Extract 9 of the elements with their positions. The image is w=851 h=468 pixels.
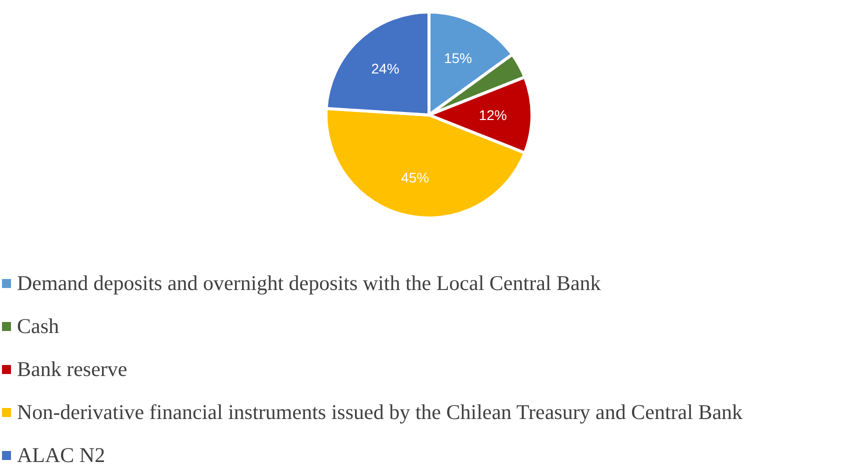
data-label: 24% xyxy=(371,60,400,76)
data-label: 15% xyxy=(444,50,472,66)
legend-label: Demand deposits and overnight deposits with the Local Central Bank xyxy=(17,271,601,296)
data-label: 12% xyxy=(478,107,507,123)
legend-label: Cash xyxy=(17,314,59,339)
legend-label: ALAC N2 xyxy=(17,443,106,468)
data-label: 45% xyxy=(401,169,430,186)
legend-label: Bank reserve xyxy=(17,357,128,382)
legend-label: Non-derivative financial instruments issued by the Chilean Treasury and Central Bank xyxy=(17,400,743,425)
